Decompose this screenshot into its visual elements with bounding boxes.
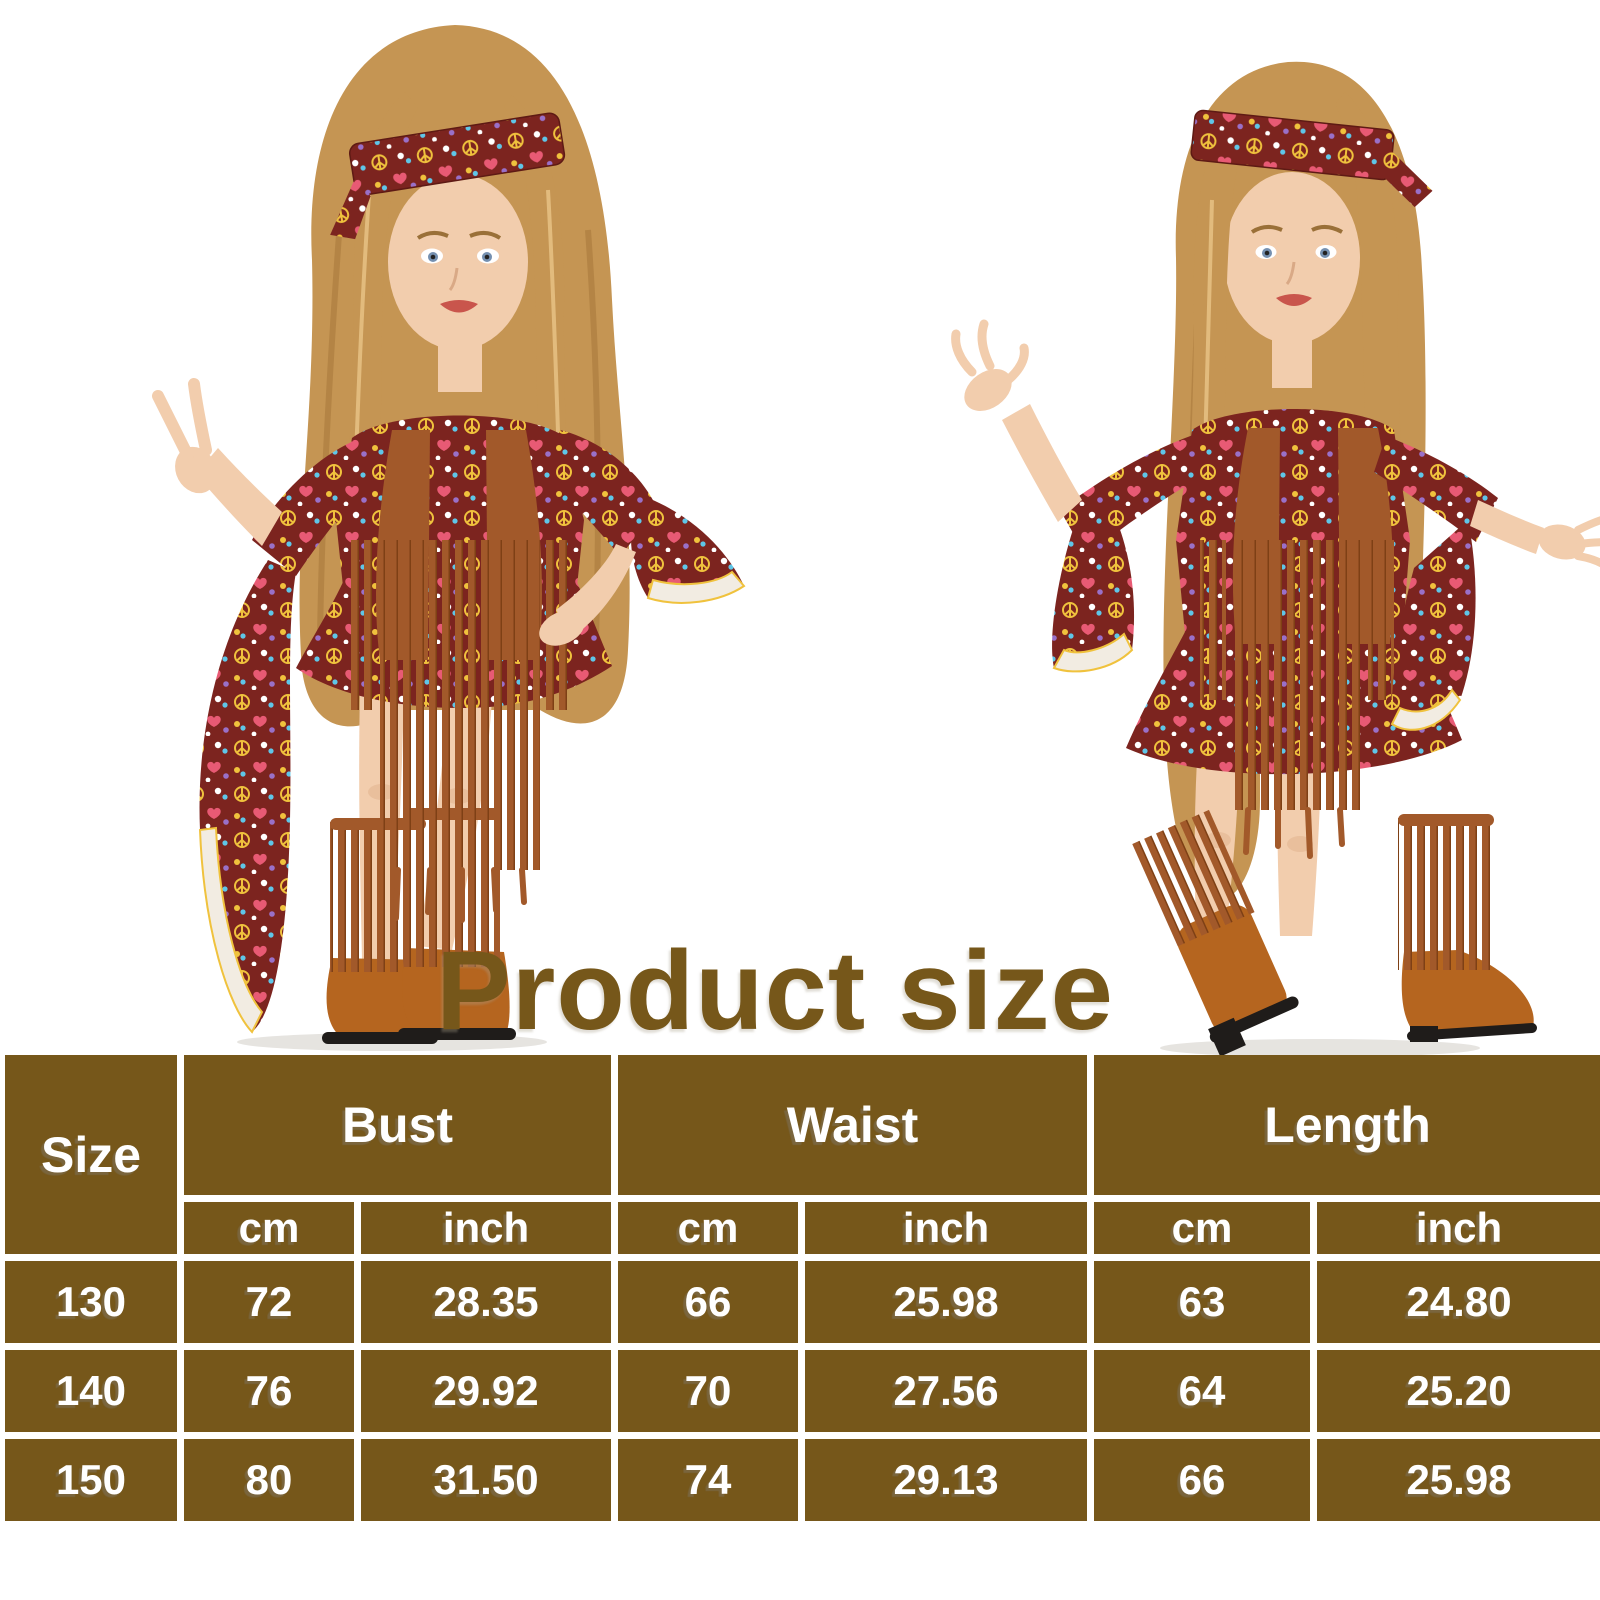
waist-cm-value: 74 (618, 1439, 799, 1521)
peace-fingers (152, 390, 194, 462)
size-value: 140 (5, 1350, 177, 1432)
nose (448, 267, 459, 291)
bust-cm-value: 80 (184, 1439, 354, 1521)
product-photos (152, 25, 1600, 1057)
girl-face (1224, 172, 1360, 344)
boot-fringe-cover (1398, 818, 1494, 970)
hippie-headband (330, 112, 566, 240)
lips (1276, 294, 1312, 306)
right-arm-extended (1374, 436, 1600, 731)
waist-group-header: Waist (618, 1055, 1088, 1195)
bell-sleeve (1391, 520, 1476, 730)
table-group-header-row: Size Bust Waist Length (5, 1055, 1600, 1254)
size-value: 130 (5, 1261, 177, 1343)
sleeve-lining (198, 826, 264, 1034)
hippie-headband (1190, 109, 1433, 208)
bust-inch-header: inch (361, 1202, 612, 1254)
size-table: Size Bust Waist Length cm inch cm inch c… (0, 1048, 1600, 1528)
length-cm-value: 64 (1094, 1350, 1311, 1432)
length-inch-value: 25.98 (1317, 1439, 1600, 1521)
waist-inch-value: 27.56 (805, 1350, 1088, 1432)
table-row: 140 76 29.92 70 27.56 64 25.20 (5, 1350, 1600, 1432)
bust-inch-value: 29.92 (361, 1350, 612, 1432)
fringe-vest (348, 430, 568, 923)
length-inch-header: inch (1317, 1202, 1600, 1254)
length-inch-value: 24.80 (1317, 1261, 1600, 1343)
bell-sleeve (630, 498, 744, 603)
bust-cm-value: 76 (184, 1350, 354, 1432)
bust-cm-header: cm (184, 1202, 354, 1254)
sleeve-lining (1052, 632, 1134, 673)
right-arm-hand-on-hip (539, 430, 746, 646)
fringe-boots (1130, 809, 1537, 1057)
size-column-header: Size (5, 1055, 177, 1254)
waist-cm-value: 66 (618, 1261, 799, 1343)
page-title: Product size (436, 928, 1114, 1053)
waist-cm-value: 70 (618, 1350, 799, 1432)
girl-face (388, 174, 528, 350)
eyebrow (1250, 225, 1283, 234)
length-group-header: Length (1094, 1055, 1600, 1195)
table-row: 130 72 28.35 66 25.98 63 24.80 (5, 1261, 1600, 1343)
bust-group-header: Bust (184, 1055, 612, 1195)
waist-inch-value: 29.13 (805, 1439, 1088, 1521)
length-cm-header: cm (1094, 1202, 1311, 1254)
hand (539, 610, 585, 646)
waist-inch-header: inch (805, 1202, 1088, 1254)
fringe-vest (1200, 428, 1394, 859)
left-arm-peace-sign (152, 378, 380, 1034)
sleeve-lining (646, 570, 746, 604)
hand (964, 369, 1012, 411)
length-cm-value: 63 (1094, 1261, 1311, 1343)
bell-sleeve (1052, 520, 1135, 672)
tilted-boot (1130, 809, 1299, 1057)
waist-inch-value: 25.98 (805, 1261, 1088, 1343)
bust-inch-value: 31.50 (361, 1439, 612, 1521)
length-cm-value: 66 (1094, 1439, 1311, 1521)
waist-cm-header: cm (618, 1202, 799, 1254)
product-photo-right (951, 61, 1600, 1057)
size-value: 150 (5, 1439, 177, 1521)
bust-inch-value: 28.35 (361, 1261, 612, 1343)
left-arm-extended (951, 319, 1210, 673)
product-photo-left (152, 25, 746, 1051)
nose (1285, 261, 1296, 285)
eyebrow (1311, 225, 1343, 234)
hand (1538, 524, 1586, 560)
lips (440, 300, 478, 313)
table-unit-header-row: cm inch cm inch cm inch (5, 1202, 1600, 1254)
fringe-boots (322, 808, 516, 1044)
sleeve-lining (1390, 688, 1462, 731)
eyebrow (416, 231, 449, 240)
length-inch-value: 25.20 (1317, 1350, 1600, 1432)
eyebrow (469, 231, 502, 240)
table-row: 150 80 31.50 74 29.13 66 25.98 (5, 1439, 1600, 1521)
bust-cm-value: 72 (184, 1261, 354, 1343)
peace-fingers (188, 378, 212, 456)
